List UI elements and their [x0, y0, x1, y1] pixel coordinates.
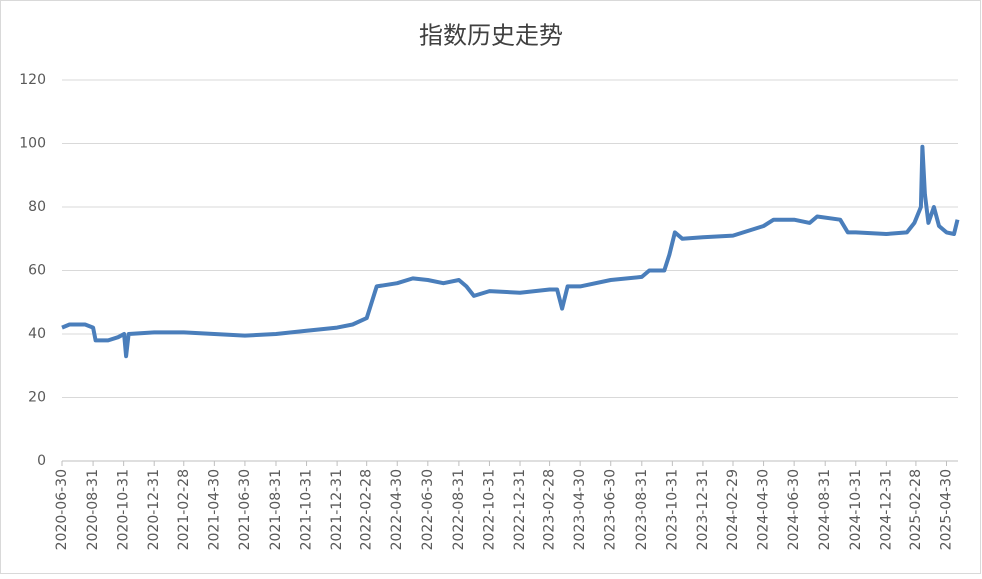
- x-tick-label: 2024-04-30: [756, 469, 772, 550]
- x-tick-label: 2022-02-28: [359, 469, 375, 550]
- x-tick-label: 2020-12-31: [146, 469, 162, 550]
- x-tick-label: 2023-08-31: [634, 469, 650, 550]
- x-tick-label: 2022-10-31: [481, 469, 497, 550]
- x-tick-label: 2022-08-31: [451, 469, 467, 550]
- x-tick-label: 2025-02-28: [908, 469, 924, 550]
- y-tick-label: 40: [28, 326, 46, 342]
- x-tick-label: 2021-04-30: [206, 469, 222, 550]
- x-tick-label: 2022-12-31: [512, 469, 528, 550]
- x-tick-label: 2020-10-31: [116, 469, 132, 550]
- x-tick-label: 2024-12-31: [878, 469, 894, 550]
- x-tick-label: 2020-08-31: [85, 469, 101, 550]
- x-tick-label: 2023-10-31: [664, 469, 680, 550]
- x-tick-label: 2023-12-31: [695, 469, 711, 550]
- x-tick-label: 2024-10-31: [848, 469, 864, 550]
- x-tick-label: 2025-04-30: [938, 469, 954, 550]
- y-tick-label: 80: [28, 199, 46, 215]
- x-tick-label: 2020-06-30: [54, 469, 70, 550]
- x-tick-label: 2021-08-31: [268, 469, 284, 550]
- x-tick-label: 2022-06-30: [420, 469, 436, 550]
- series-line: [61, 144, 960, 359]
- y-tick-label: 0: [37, 453, 46, 469]
- x-tick-label: 2023-04-30: [572, 469, 588, 550]
- y-tick-label: 120: [19, 72, 46, 88]
- x-tick-label: 2023-06-30: [603, 469, 619, 550]
- x-tick-label: 2024-08-31: [817, 469, 833, 550]
- y-tick-label: 20: [28, 390, 46, 406]
- x-tick-label: 2022-04-30: [389, 469, 405, 550]
- chart-title: 指数历史走势: [419, 22, 563, 50]
- x-tick-label: 2024-02-29: [725, 469, 741, 550]
- x-tick-label: 2021-10-31: [299, 469, 315, 550]
- x-tick-label: 2024-06-30: [786, 469, 802, 550]
- x-tick-label: 2021-12-31: [329, 469, 345, 550]
- y-tick-label: 60: [28, 263, 46, 279]
- x-tick-label: 2021-02-28: [176, 469, 192, 550]
- y-tick-label: 100: [19, 136, 46, 152]
- x-tick-label: 2021-06-30: [237, 469, 253, 550]
- x-tick-label: 2023-02-28: [542, 469, 558, 550]
